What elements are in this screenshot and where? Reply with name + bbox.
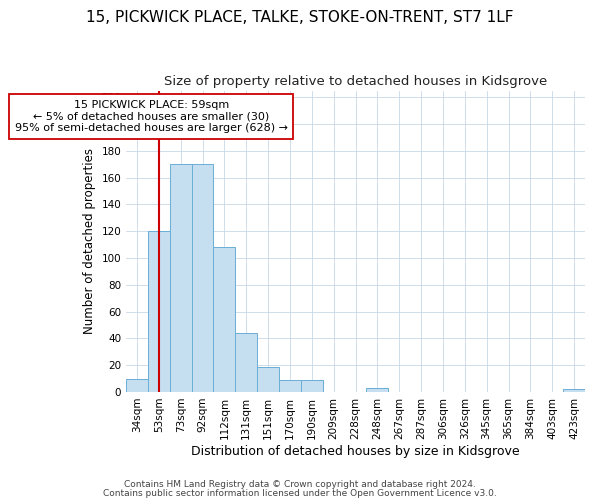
Text: 15 PICKWICK PLACE: 59sqm
← 5% of detached houses are smaller (30)
95% of semi-de: 15 PICKWICK PLACE: 59sqm ← 5% of detache… bbox=[14, 100, 287, 133]
Text: Contains HM Land Registry data © Crown copyright and database right 2024.: Contains HM Land Registry data © Crown c… bbox=[124, 480, 476, 489]
Text: 15, PICKWICK PLACE, TALKE, STOKE-ON-TRENT, ST7 1LF: 15, PICKWICK PLACE, TALKE, STOKE-ON-TREN… bbox=[86, 10, 514, 25]
Text: Contains public sector information licensed under the Open Government Licence v3: Contains public sector information licen… bbox=[103, 488, 497, 498]
Title: Size of property relative to detached houses in Kidsgrove: Size of property relative to detached ho… bbox=[164, 75, 547, 88]
Bar bbox=[367, 388, 388, 392]
Bar bbox=[191, 164, 214, 392]
Bar bbox=[214, 248, 235, 392]
Bar bbox=[279, 380, 301, 392]
Y-axis label: Number of detached properties: Number of detached properties bbox=[83, 148, 96, 334]
X-axis label: Distribution of detached houses by size in Kidsgrove: Distribution of detached houses by size … bbox=[191, 444, 520, 458]
Bar bbox=[301, 380, 323, 392]
Bar bbox=[170, 164, 191, 392]
Bar bbox=[148, 231, 170, 392]
Bar bbox=[126, 378, 148, 392]
Bar bbox=[563, 390, 585, 392]
Bar bbox=[257, 366, 279, 392]
Bar bbox=[235, 333, 257, 392]
